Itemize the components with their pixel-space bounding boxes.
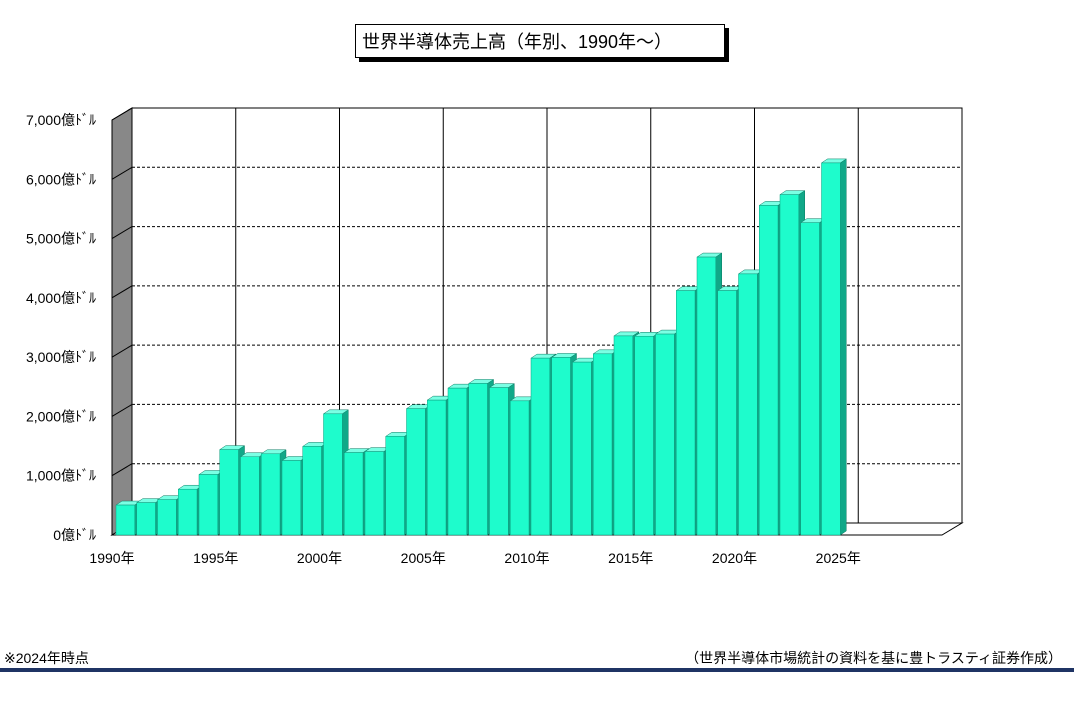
bar-front xyxy=(634,336,654,536)
x-tick-label: 2005年 xyxy=(401,550,446,566)
y-tick-label: 6,000億ﾄﾞﾙ xyxy=(26,171,96,187)
x-tick-label: 2015年 xyxy=(608,550,653,566)
y-tick-label: 7,000億ﾄﾞﾙ xyxy=(26,112,96,128)
bar-front xyxy=(717,290,737,536)
bar-front xyxy=(551,357,571,536)
side-wall xyxy=(111,107,133,536)
side-gridline xyxy=(111,463,133,477)
bar xyxy=(322,409,350,536)
bar-front xyxy=(302,446,322,536)
bar-front xyxy=(364,451,384,536)
bar-front xyxy=(198,474,218,536)
y-tick-label: 2,000億ﾄﾞﾙ xyxy=(26,408,96,424)
y-tick-label: 4,000億ﾄﾞﾙ xyxy=(26,290,96,306)
source-note: （世界半導体市場統計の資料を基に豊トラスティ証券作成） xyxy=(685,650,1062,666)
bar-front xyxy=(447,387,467,536)
bar-front xyxy=(676,290,696,536)
side-gridline xyxy=(111,285,133,299)
y-tick-label: 0億ﾄﾞﾙ xyxy=(53,527,96,543)
bar-front xyxy=(655,333,675,536)
bar-front xyxy=(738,273,758,536)
bar-side xyxy=(840,158,847,536)
bar-front xyxy=(489,387,509,536)
x-tick-label: 2010年 xyxy=(504,550,549,566)
bar-front xyxy=(779,194,799,536)
y-axis-labels: 0億ﾄﾞﾙ 1,000億ﾄﾞﾙ 2,000億ﾄﾞﾙ 3,000億ﾄﾞﾙ 4,000億ﾄﾞ… xyxy=(26,112,96,543)
bar-front xyxy=(572,361,592,536)
bar-front xyxy=(219,449,239,536)
bar-front xyxy=(344,452,364,536)
bar-front xyxy=(136,502,156,536)
bar-front xyxy=(406,408,426,536)
bar-front xyxy=(468,383,488,536)
bar xyxy=(820,158,848,536)
x-tick-label: 2000年 xyxy=(297,550,342,566)
x-tick-label: 2020年 xyxy=(712,550,757,566)
bar-front xyxy=(593,353,613,536)
y-tick-label: 1,000億ﾄﾞﾙ xyxy=(26,468,96,484)
x-tick-label: 1990年 xyxy=(89,550,134,566)
x-tick-label: 1995年 xyxy=(193,550,238,566)
bar-front xyxy=(240,456,260,536)
bar-front xyxy=(385,436,405,536)
footer-divider xyxy=(0,668,1074,672)
bar-front xyxy=(530,357,550,536)
x-axis-labels: 1990年 1995年 2000年 2005年 2010年 2015年 2020年 2025年 xyxy=(89,550,860,566)
bar-front xyxy=(510,400,530,536)
y-tick-label: 5,000億ﾄﾞﾙ xyxy=(26,231,96,247)
bar-front xyxy=(759,205,779,536)
bar-front xyxy=(178,488,198,536)
bar-front xyxy=(281,460,301,536)
bar-front xyxy=(427,399,447,536)
bar-front xyxy=(261,453,281,536)
side-gridline xyxy=(111,226,133,240)
bar-front xyxy=(800,222,820,536)
bar-chart: 0億ﾄﾞﾙ 1,000億ﾄﾞﾙ 2,000億ﾄﾞﾙ 3,000億ﾄﾞﾙ 4,000億ﾄﾞ… xyxy=(26,107,964,566)
footnote: ※2024年時点 xyxy=(4,650,89,666)
side-gridline xyxy=(111,166,133,180)
bar-front xyxy=(821,162,841,536)
bar-front xyxy=(613,335,633,536)
side-gridline xyxy=(111,107,133,121)
side-gridline xyxy=(111,344,133,358)
x-tick-label: 2025年 xyxy=(816,550,861,566)
bar-front xyxy=(157,499,177,536)
side-gridline xyxy=(111,403,133,417)
chart-title: 世界半導体売上高（年別、1990年～） xyxy=(355,24,725,58)
bar-front xyxy=(696,256,716,536)
bar-front xyxy=(323,413,343,536)
chart-bars xyxy=(115,158,848,536)
bar-front xyxy=(115,504,135,536)
y-tick-label: 3,000億ﾄﾞﾙ xyxy=(26,349,96,365)
